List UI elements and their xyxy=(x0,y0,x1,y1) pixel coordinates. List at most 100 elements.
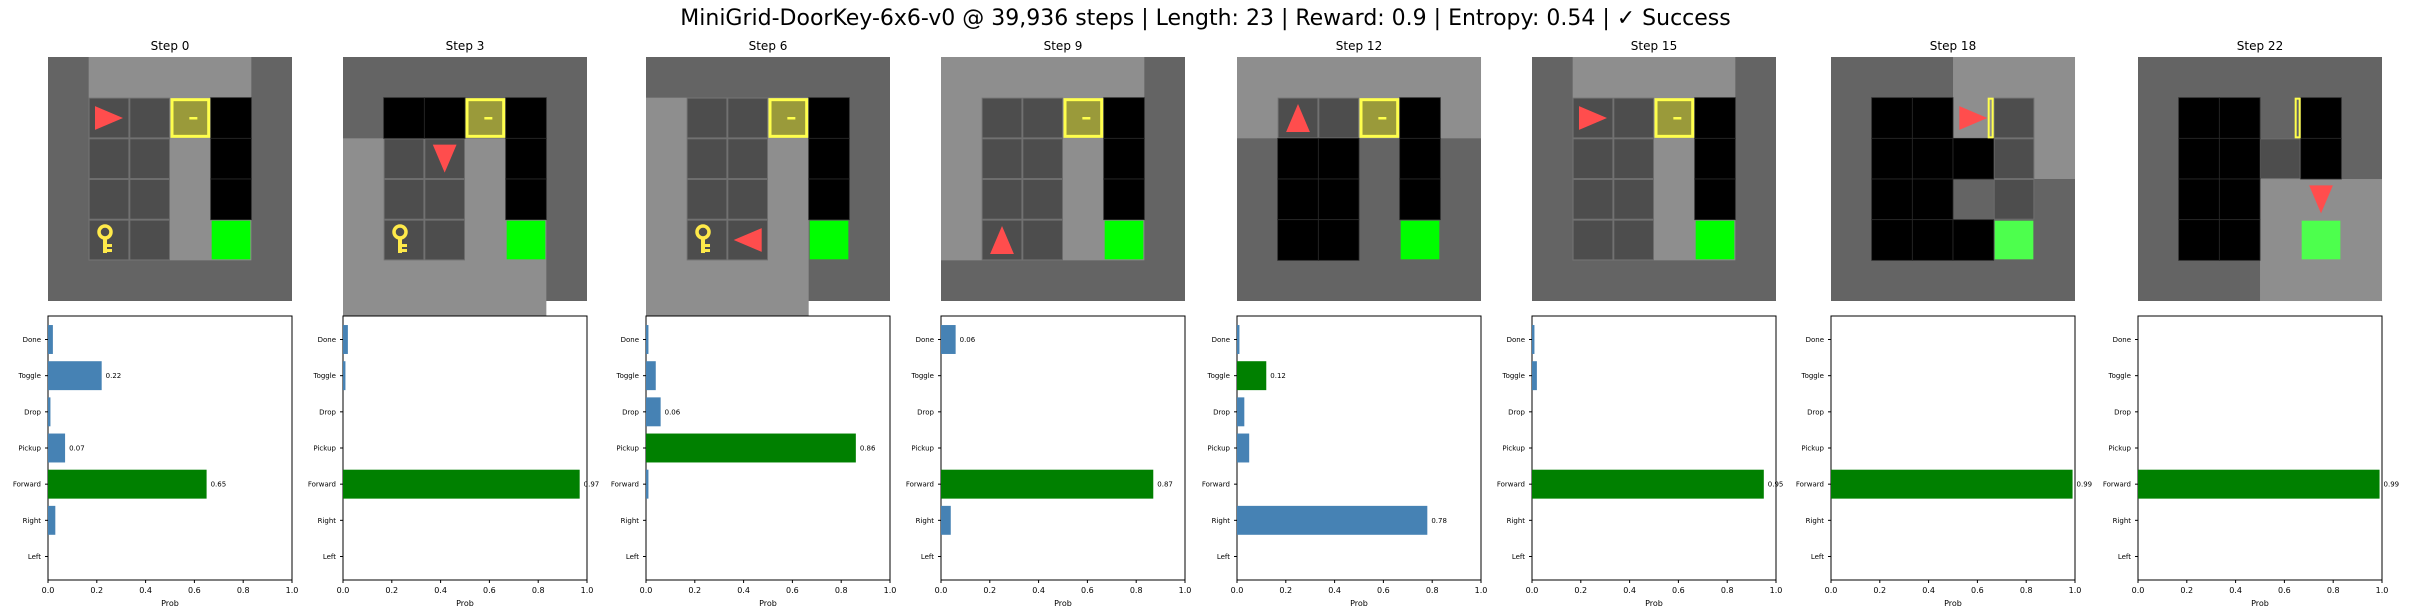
x-tick-label: 0.2 xyxy=(1873,586,1886,595)
y-tick-label: Right xyxy=(1806,517,1825,525)
key-icon xyxy=(107,244,113,248)
y-tick-label: Done xyxy=(916,336,934,344)
floor-cell xyxy=(383,138,425,180)
plot-frame xyxy=(342,315,588,581)
y-tick-label: Left xyxy=(28,553,41,561)
unseen-cell xyxy=(1694,97,1736,139)
data-label: 0.86 xyxy=(860,445,876,453)
floor-cell xyxy=(129,97,171,139)
y-tick-label: Left xyxy=(1217,553,1230,561)
y-tick-label: Right xyxy=(916,517,935,525)
x-tick-label: 0.2 xyxy=(385,586,398,595)
y-tick-label: Left xyxy=(921,553,934,561)
unseen-cell xyxy=(1317,137,1360,180)
unseen-cell xyxy=(505,178,547,221)
x-tick-label: 0.6 xyxy=(483,586,496,595)
agent-icon xyxy=(1959,106,1988,130)
data-label: 0.22 xyxy=(106,372,122,380)
y-tick-label: Pickup xyxy=(911,445,934,453)
data-label: 0.12 xyxy=(1270,372,1286,380)
unseen-cell xyxy=(1871,137,1913,180)
bar xyxy=(646,433,856,463)
unseen-cell xyxy=(1399,178,1441,221)
x-tick-label: 1.0 xyxy=(2069,586,2082,595)
agent-icon xyxy=(1579,106,1608,130)
plot-frame xyxy=(940,315,1186,581)
bar xyxy=(941,469,1154,499)
floor-cell xyxy=(1318,97,1360,139)
y-tick-label: Forward xyxy=(1497,481,1525,489)
y-tick-label: Toggle xyxy=(1501,372,1525,380)
y-tick-label: Done xyxy=(318,336,336,344)
unseen-cell xyxy=(1694,137,1736,180)
floor-cell xyxy=(1993,179,2035,220)
x-tick-label: 0.6 xyxy=(2278,586,2291,595)
x-tick-label: 1.0 xyxy=(581,586,594,595)
y-tick-label: Right xyxy=(1507,517,1526,525)
unseen-cell xyxy=(210,178,252,221)
floor-cell xyxy=(1613,138,1655,180)
y-tick-label: Left xyxy=(323,553,336,561)
unseen-cell xyxy=(1399,137,1441,180)
data-label: 0.87 xyxy=(1157,481,1173,489)
unseen-cell xyxy=(2300,137,2342,180)
bar xyxy=(1237,325,1240,354)
unseen-cell xyxy=(2178,178,2220,221)
y-tick-label: Right xyxy=(318,517,337,525)
key-icon xyxy=(107,249,113,253)
x-tick-label: 0.8 xyxy=(1721,586,1734,595)
x-tick-label: 0.6 xyxy=(1672,586,1685,595)
unseen-cell xyxy=(2178,219,2220,261)
y-tick-label: Drop xyxy=(1213,408,1230,416)
x-tick-label: 0.0 xyxy=(337,586,350,595)
x-tick-label: 0.8 xyxy=(532,586,545,595)
key-icon xyxy=(705,244,711,248)
bar xyxy=(646,361,656,391)
x-tick-label: 0.4 xyxy=(1328,586,1341,595)
step-panel: Step 9 Done 0.06 Toggle Drop Pickup Forward 0.8… xyxy=(906,39,1192,608)
data-label: 0.78 xyxy=(1431,517,1447,525)
floor-cell xyxy=(1613,179,1655,220)
floor-cell xyxy=(686,179,728,220)
unseen-cell xyxy=(1871,219,1913,261)
bar xyxy=(343,469,580,499)
agent-icon xyxy=(2309,185,2333,214)
x-axis-label: Prob xyxy=(1054,599,1072,608)
unseen-cell xyxy=(808,178,850,221)
figure-title: MiniGrid-DoorKey-6x6-v0 @ 39,936 steps |… xyxy=(680,6,1731,31)
door-handle xyxy=(1378,117,1387,120)
bar xyxy=(1532,361,1537,391)
y-tick-label: Toggle xyxy=(910,372,934,380)
bar xyxy=(48,361,102,391)
x-tick-label: 1.0 xyxy=(2376,586,2389,595)
floor-cell xyxy=(1993,97,2035,139)
y-tick-label: Done xyxy=(1507,336,1525,344)
y-tick-label: Drop xyxy=(24,408,41,416)
y-tick-label: Pickup xyxy=(313,445,336,453)
plot-frame xyxy=(1236,315,1482,581)
unseen-cell xyxy=(1952,137,1995,180)
x-tick-label: 0.2 xyxy=(983,586,996,595)
y-tick-label: Left xyxy=(2118,553,2131,561)
unseen-cell xyxy=(1911,97,1954,139)
floor-cell xyxy=(424,219,466,261)
y-tick-label: Drop xyxy=(2114,408,2131,416)
y-tick-label: Toggle xyxy=(17,372,41,380)
bar xyxy=(1237,397,1245,427)
y-tick-label: Done xyxy=(2113,336,2131,344)
x-tick-label: 0.2 xyxy=(90,586,103,595)
x-axis-label: Prob xyxy=(1350,599,1368,608)
y-tick-label: Forward xyxy=(13,481,41,489)
unseen-cell xyxy=(1103,178,1145,221)
unseen-cell xyxy=(2300,97,2342,139)
bar xyxy=(48,397,51,427)
x-tick-label: 0.6 xyxy=(1971,586,1984,595)
key-icon xyxy=(705,249,711,253)
step-panel: Step 12 Done Toggle 0.12 Drop Pickup Forward Ri… xyxy=(1202,39,1488,608)
bar xyxy=(941,505,951,535)
y-tick-label: Toggle xyxy=(615,372,639,380)
y-tick-label: Forward xyxy=(1796,481,1824,489)
floor-cell xyxy=(1572,138,1614,180)
x-tick-label: 0.8 xyxy=(1426,586,1439,595)
y-tick-label: Done xyxy=(621,336,639,344)
